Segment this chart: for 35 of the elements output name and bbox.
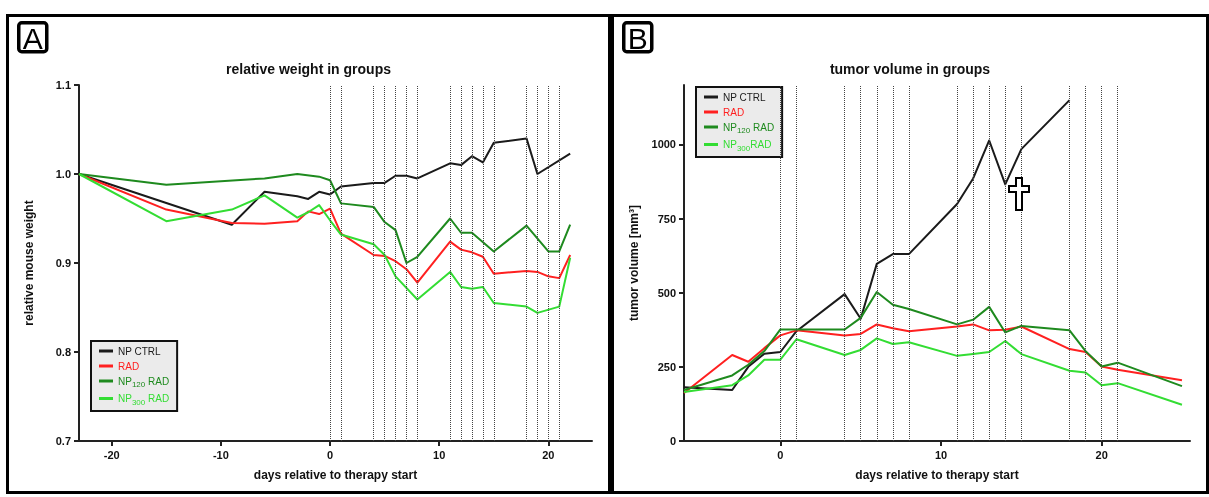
y-tick-label: 0 [669,435,676,447]
text: B [627,22,648,56]
y-tick-label: 1.0 [55,168,71,180]
x-tick-label: 0 [326,448,334,461]
chart-title: relative weight in groups [226,61,392,77]
text: A [22,22,43,56]
x-axis-title: days relative to therapy start [253,468,418,482]
x-tick-label: 10 [433,448,446,461]
y-axis-title: relative mouse weight [22,200,36,326]
legend-label: NP CTRL [118,345,162,357]
y-tick-label: 0.7 [55,435,71,447]
line-series [683,291,1183,391]
legend-label: RAD [118,360,140,372]
line-series [78,173,572,314]
y-tick-label: 750 [657,212,676,225]
line-series [683,337,1183,406]
y-tick-label: 1.1 [55,79,71,91]
x-tick-label: -20 [103,448,120,461]
x-tick-label: 0 [777,448,784,461]
y-tick-label: 0.9 [55,257,71,269]
x-tick-label: 20 [542,448,555,461]
y-axis-title: tumor volume [mm³] [627,204,641,322]
line-series [78,173,572,264]
legend-label: RAD [723,106,745,118]
y-tick-label: 1000 [651,138,676,151]
y-tick-label: 500 [657,286,676,299]
y-tick-label: 0.8 [55,346,71,358]
x-axis-title: days relative to therapy start [855,468,1019,482]
x-tick-label: 10 [934,448,948,461]
chart-title: tumor volume in groups [829,61,991,77]
x-tick-label: 20 [1095,448,1108,461]
x-tick-label: -10 [212,448,229,461]
legend-label: NP CTRL [723,91,767,103]
y-tick-label: 250 [657,360,676,373]
line-series [683,323,1183,394]
